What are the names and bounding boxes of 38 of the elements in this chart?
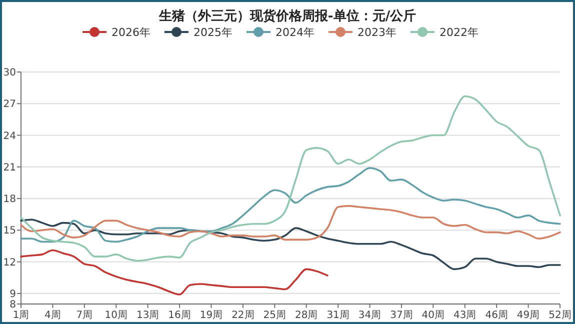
x-tick-label: 7周 [76,310,93,321]
chart-title: 生猪（外三元）现货价格周报-单位：元/公斤 [158,8,416,24]
x-tick-label: 19周 [200,310,223,321]
x-tick-label: 52周 [548,310,572,321]
y-tick-label: 8 [10,300,16,310]
legend-label: 2025年 [194,26,232,39]
y-tick-label: 27 [3,99,16,110]
y-tick-label: 9 [10,288,16,300]
x-tick-label: 16周 [168,310,191,321]
y-tick-label: 24 [3,130,16,142]
x-tick-label: 22周 [232,310,254,321]
x-tick-label: 43周 [454,310,476,321]
x-tick-label: 28周 [294,310,318,321]
x-tick-label: 4周 [44,310,61,321]
y-tick-label: 12 [3,257,16,268]
x-tick-label: 1周 [12,310,30,321]
line-series [20,95,561,262]
y-tick-label: 18 [3,194,16,206]
line-series [20,205,561,241]
legend-label: 2026年 [112,26,150,39]
line-series [20,167,561,243]
x-tick-label: 46周 [485,310,508,321]
x-tick-label: 25周 [263,310,286,321]
line-series [20,249,328,296]
x-tick-label: 31周 [326,310,350,321]
legend-label: 2022年 [440,26,478,39]
y-tick-label: 30 [3,68,16,78]
x-tick-label: 40周 [422,310,445,321]
x-tick-label: 13周 [136,310,160,321]
x-tick-label: 34周 [358,310,382,321]
legend-label: 2023年 [358,26,396,39]
y-tick-label: 21 [3,162,16,174]
x-tick-label: 10周 [104,310,128,321]
line-series [20,218,561,270]
legend-label: 2024年 [276,26,314,39]
x-tick-label: 49周 [516,310,540,321]
x-tick-label: 37周 [390,310,413,321]
y-tick-label: 15 [3,226,16,237]
